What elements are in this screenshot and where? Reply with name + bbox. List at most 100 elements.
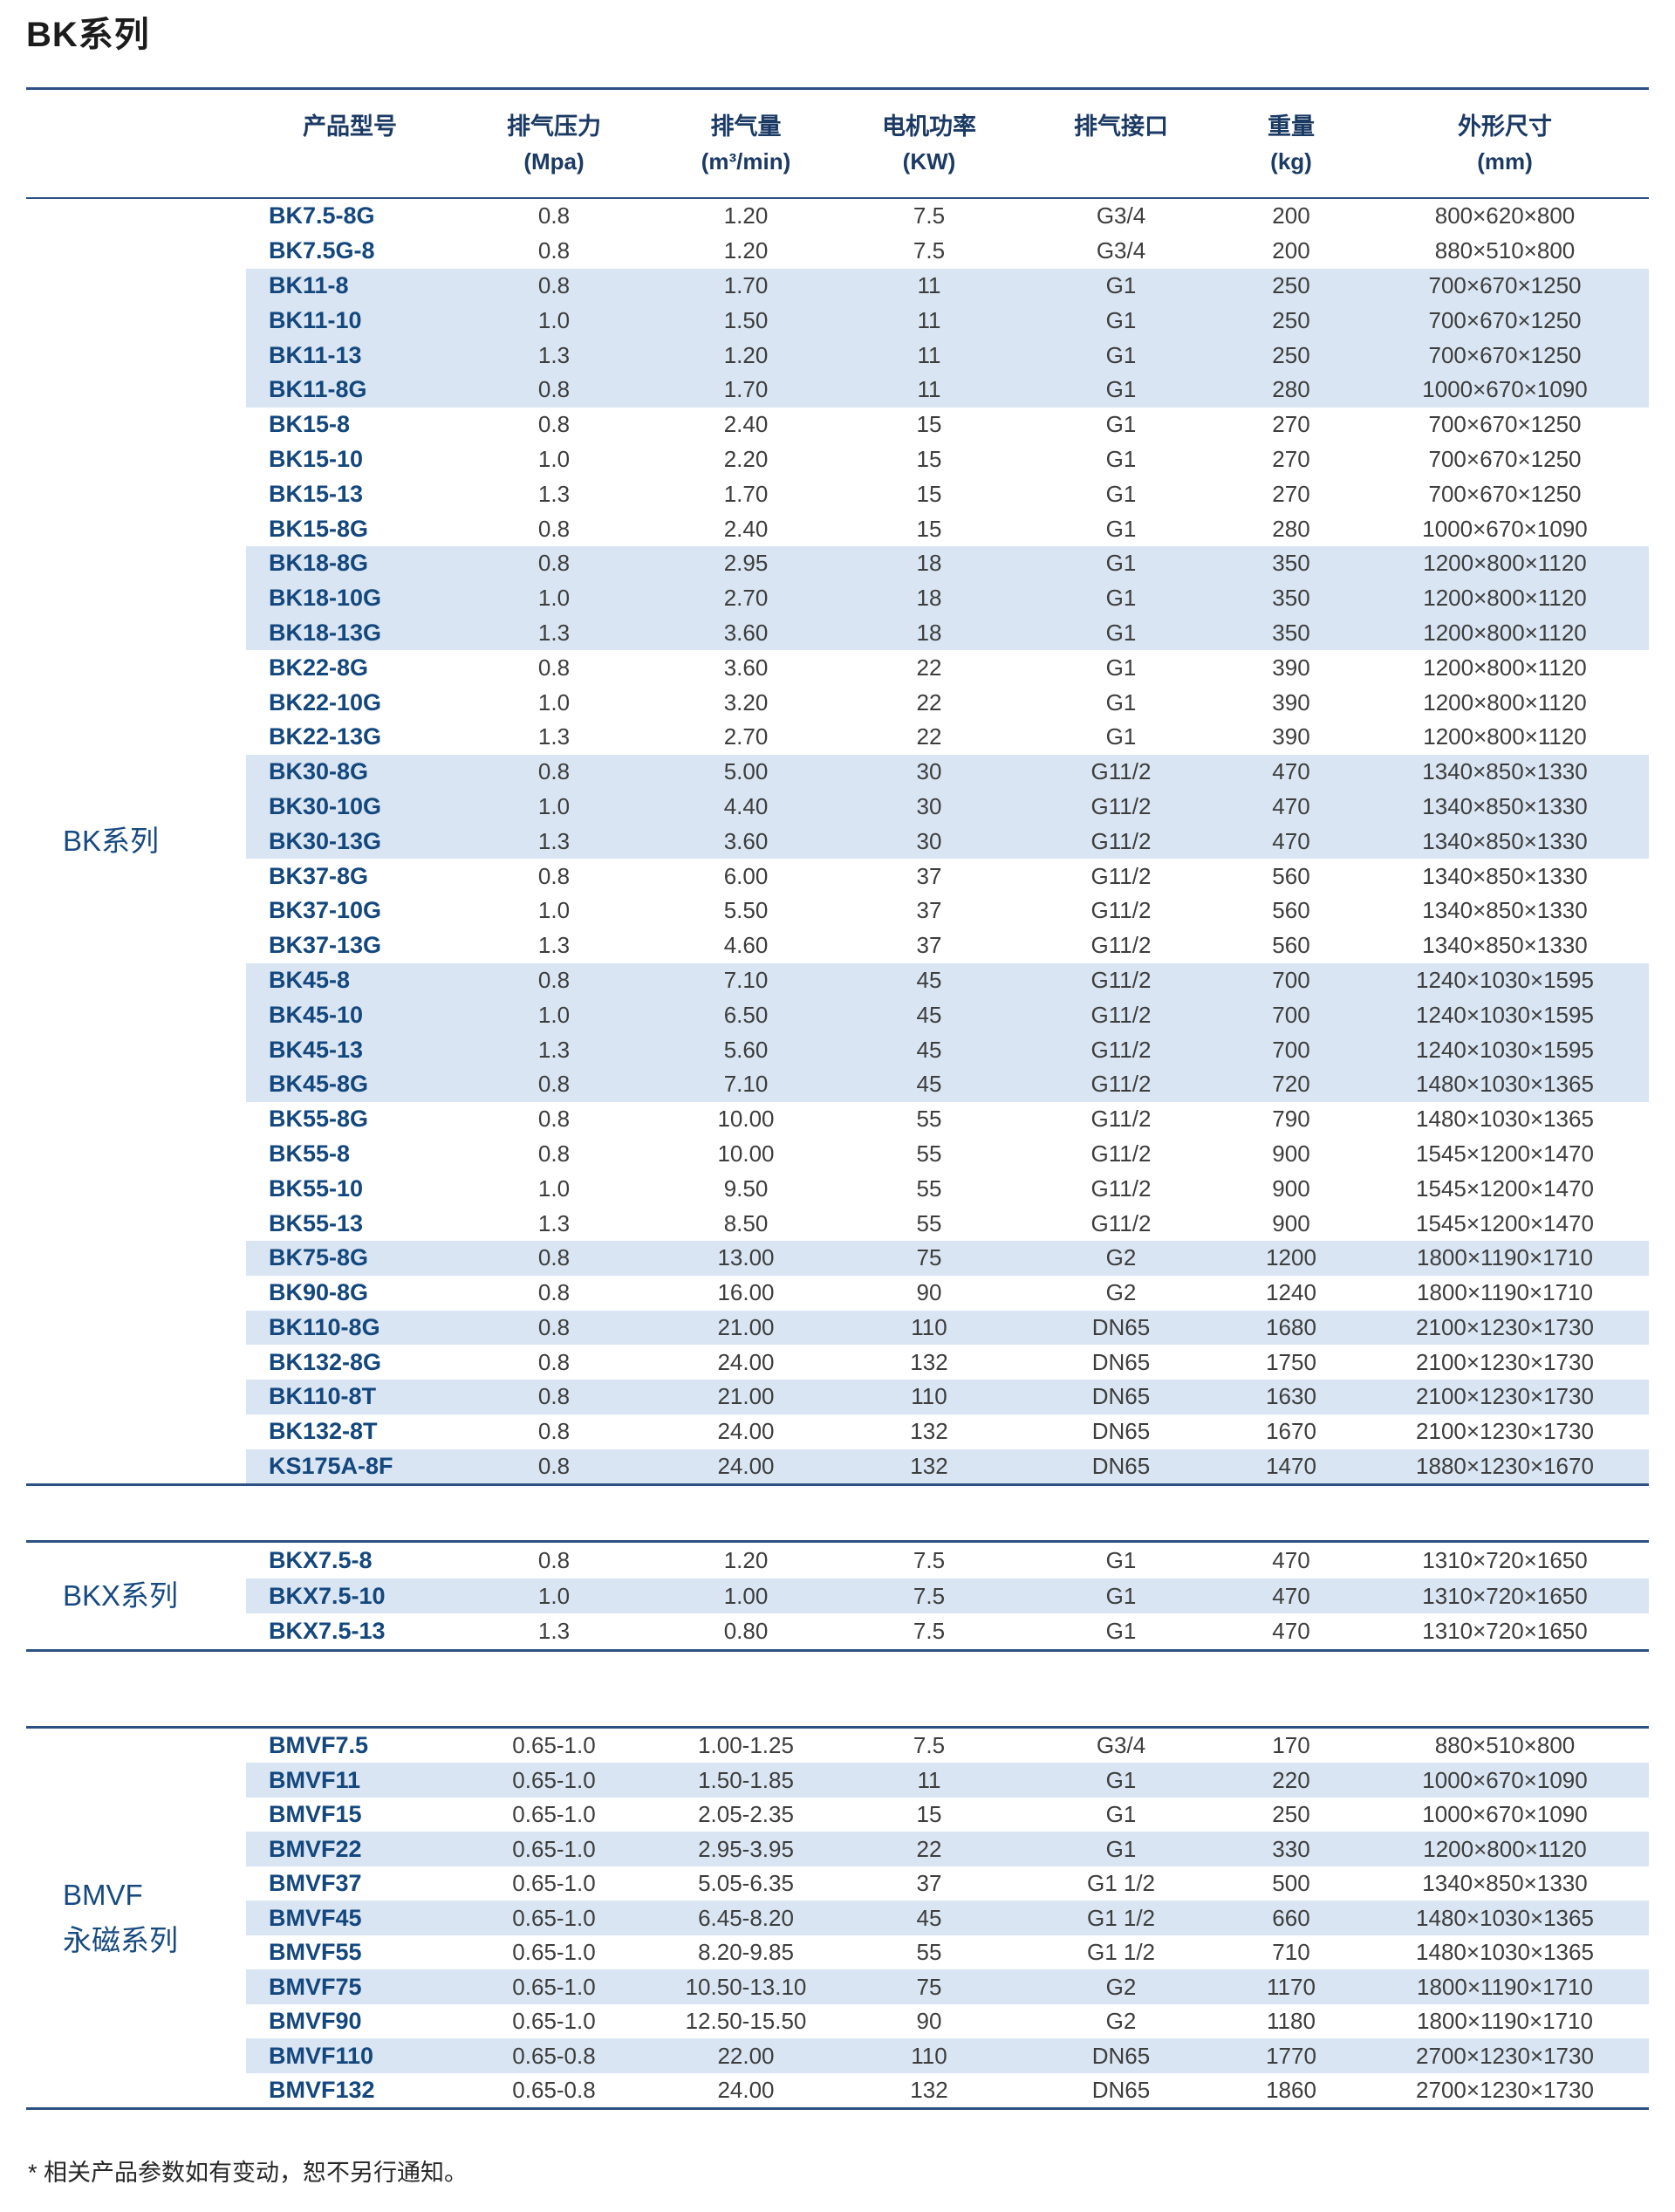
value-cell: 75 [916, 1973, 942, 2000]
value-cell: 1.0 [537, 585, 571, 612]
model-cell: BK7.5G-8 [269, 237, 375, 264]
value-cell: 110 [911, 2042, 947, 2069]
table-row: BKX7.5-8 0.8 1.20 7.5 G1 470 1310×720×1650 [246, 1543, 1649, 1579]
model-cell: BK75-8G [269, 1244, 369, 1271]
value-cell: DN65 [1091, 2042, 1151, 2069]
table-row: BK37-8G 0.8 6.00 37 G11/2 560 1340×850×1330 [246, 859, 1649, 894]
value-cell: 250 [1272, 306, 1310, 333]
model-cell: BK15-8G [269, 515, 369, 542]
bkx-series-table: BKX系列 BKX7.5-8 0.8 1.20 7.5 G1 470 1310×720×16… [26, 1540, 1649, 1652]
value-cell: G11/2 [1090, 1106, 1152, 1133]
value-cell: G1 [1105, 550, 1137, 577]
value-cell: 5.00 [723, 758, 769, 785]
value-cell: 0.8 [537, 1348, 571, 1375]
model-cell: BK30-13G [269, 827, 382, 854]
table-row: BK18-13G 1.3 3.60 18 G1 350 1200×800×1120 [246, 615, 1649, 651]
value-cell: 4.60 [723, 932, 769, 959]
value-cell: 0.8 [537, 1140, 571, 1167]
value-cell: 170 [1272, 1732, 1310, 1759]
value-cell: G11/2 [1090, 862, 1152, 889]
column-header-unit: (KW) [902, 147, 956, 175]
value-cell: 55 [916, 1140, 942, 1167]
value-cell: 7.5 [913, 1582, 946, 1609]
value-cell: 1180 [1267, 2008, 1316, 2035]
value-cell: G1 [1105, 341, 1137, 368]
value-cell: 15 [916, 1801, 942, 1828]
value-cell: DN65 [1091, 1313, 1151, 1340]
column-header-name: 重量 [1268, 113, 1315, 140]
value-cell: G11/2 [1090, 827, 1152, 854]
value-cell: 2.95-3.95 [698, 1835, 794, 1862]
value-cell: 880×510×800 [1434, 1732, 1576, 1759]
value-cell: 37 [916, 1870, 942, 1897]
value-cell: 0.8 [537, 1279, 571, 1306]
model-cell: BMVF7.5 [269, 1732, 369, 1759]
model-cell: BK55-13 [269, 1209, 364, 1236]
value-cell: 1.20 [723, 237, 769, 264]
value-cell: 7.5 [913, 1618, 946, 1645]
value-cell: 7.10 [723, 966, 769, 993]
value-cell: 700 [1272, 1001, 1310, 1028]
value-cell: 0.8 [537, 1244, 571, 1271]
value-cell: 1.0 [537, 1582, 571, 1609]
value-cell: 800×620×800 [1434, 202, 1576, 229]
column-header-unit [1021, 144, 1221, 179]
value-cell: 45 [916, 1036, 942, 1063]
bmvf-series-rows: BMVF7.5 0.65-1.0 1.00-1.25 7.5 G3/4 170 880×51… [246, 1729, 1649, 2108]
value-cell: 470 [1272, 758, 1310, 785]
value-cell: 132 [910, 2077, 948, 2104]
value-cell: 1880×1230×1670 [1416, 1453, 1594, 1480]
table-row: BK55-10 1.0 9.50 55 G11/2 900 1545×1200×1470 [246, 1171, 1649, 1206]
value-cell: 1.3 [537, 1209, 571, 1236]
value-cell: G11/2 [1090, 1209, 1152, 1236]
value-cell: 30 [916, 827, 942, 854]
value-cell: 330 [1272, 1835, 1310, 1862]
model-cell: BK132-8G [269, 1348, 382, 1375]
table-row: BK30-10G 1.0 4.40 30 G11/2 470 1340×850×1330 [246, 789, 1649, 825]
value-cell: 22 [916, 1835, 942, 1862]
column-header: 产品型号 [246, 109, 454, 179]
table-row: BK30-8G 0.8 5.00 30 G11/2 470 1340×850×1330 [246, 754, 1649, 790]
value-cell: 5.60 [723, 1036, 769, 1063]
value-cell: 55 [916, 1209, 942, 1236]
value-cell: 13.00 [717, 1244, 775, 1271]
value-cell: 1200×800×1120 [1423, 1835, 1587, 1862]
value-cell: 1200×800×1120 [1423, 723, 1587, 750]
value-cell: G1 [1105, 271, 1137, 298]
value-cell: 220 [1272, 1766, 1310, 1793]
value-cell: 90 [916, 1279, 942, 1306]
value-cell: 10.50-13.10 [685, 1973, 807, 2000]
model-cell: BK15-8 [269, 411, 351, 438]
value-cell: G1 [1105, 619, 1137, 646]
model-cell: BMVF45 [269, 1904, 362, 1931]
model-cell: BK45-10 [269, 1001, 364, 1028]
value-cell: 470 [1272, 1618, 1310, 1645]
bk-series-rows: BK7.5-8G 0.8 1.20 7.5 G3/4 200 800×620×800 BK7.… [246, 199, 1649, 1484]
value-cell: 280 [1272, 376, 1310, 403]
value-cell: 500 [1272, 1870, 1310, 1897]
table-row: BK15-8 0.8 2.40 15 G1 270 700×670×1250 [246, 407, 1649, 442]
value-cell: 0.8 [537, 237, 571, 264]
series-label-bk: BK系列 [26, 199, 246, 1483]
column-header-unit: (m³/min) [701, 147, 791, 175]
value-cell: G1 [1105, 480, 1137, 507]
value-cell: G1 [1105, 1547, 1137, 1574]
value-cell: G1 1/2 [1086, 1904, 1156, 1931]
table-row: BK11-10 1.0 1.50 11 G1 250 700×670×1250 [246, 303, 1649, 339]
value-cell: 18 [916, 619, 942, 646]
table-row: BK45-8 0.8 7.10 45 G11/2 700 1240×1030×1595 [246, 962, 1649, 998]
model-cell: BK37-10G [269, 897, 382, 924]
value-cell: G11/2 [1090, 792, 1152, 819]
value-cell: G1 [1105, 1618, 1137, 1645]
table-row: BK22-13G 1.3 2.70 22 G1 390 1200×800×1120 [246, 720, 1649, 755]
model-cell: BK15-10 [269, 445, 364, 472]
table-row: BK11-8 0.8 1.70 11 G1 250 700×670×1250 [246, 268, 1649, 304]
value-cell: 1545×1200×1470 [1416, 1174, 1594, 1202]
table-row: BMVF7.5 0.65-1.0 1.00-1.25 7.5 G3/4 170 880×51… [246, 1729, 1649, 1763]
model-cell: BMVF11 [269, 1766, 361, 1793]
table-row: BMVF11 0.65-1.0 1.50-1.85 11 G1 220 1000×670×1… [246, 1763, 1649, 1798]
value-cell: 1480×1030×1365 [1416, 1071, 1594, 1098]
value-cell: 1310×720×1650 [1422, 1618, 1588, 1645]
value-cell: 1200×800×1120 [1423, 550, 1587, 577]
table-row: BK75-8G 0.8 13.00 75 G2 1200 1800×1190×1710 [246, 1240, 1649, 1276]
